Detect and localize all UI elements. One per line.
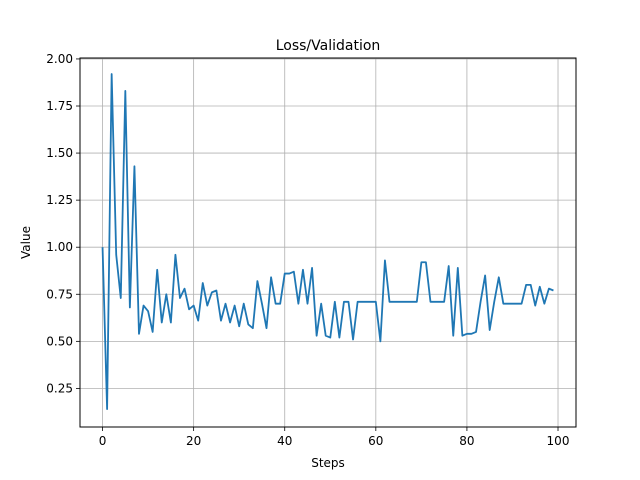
grid-lines — [80, 58, 576, 427]
y-axis-ticks: 0.25 0.50 0.75 1.00 1.25 1.50 1.75 2.00 — [46, 52, 80, 395]
y-tick-label: 0.75 — [46, 287, 73, 301]
y-tick-label: 1.75 — [46, 99, 73, 113]
x-tick-label: 20 — [186, 434, 201, 448]
series-layer — [101, 73, 554, 411]
x-axis-ticks: 0 20 40 60 80 100 — [99, 427, 570, 448]
x-tick-label: 60 — [368, 434, 383, 448]
y-tick-label: 1.00 — [46, 240, 73, 254]
y-tick-label: 1.50 — [46, 146, 73, 160]
y-tick-label: 0.50 — [46, 334, 73, 348]
series-line — [101, 73, 554, 411]
chart-title: Loss/Validation — [276, 38, 381, 54]
x-axis-label: Steps — [311, 456, 345, 470]
y-tick-label: 1.25 — [46, 193, 73, 207]
x-tick-label: 40 — [277, 434, 292, 448]
y-axis-label: Value — [19, 226, 33, 259]
x-tick-label: 0 — [99, 434, 107, 448]
x-tick-label: 100 — [547, 434, 570, 448]
x-tick-label: 80 — [459, 434, 474, 448]
plot-frame — [79, 57, 577, 428]
y-tick-label: 2.00 — [46, 52, 73, 66]
y-tick-label: 0.25 — [46, 381, 73, 395]
